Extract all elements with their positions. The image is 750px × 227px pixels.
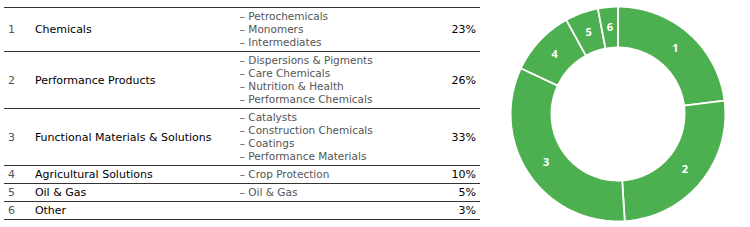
- html-text:Performance Products: Performance Products: [34, 73, 156, 87]
- html-text:5%: 5%: [458, 186, 476, 199]
- html-text:– Catalysts: – Catalysts: [239, 111, 297, 123]
- html-text:Agricultural Solutions: Agricultural Solutions: [34, 168, 153, 181]
- html-text:2: 2: [8, 73, 15, 87]
- html-text:– Dispersions & Pigments: – Dispersions & Pigments: [239, 54, 373, 66]
- svg-text:1: 1: [672, 40, 678, 55]
- svg-text:4: 4: [551, 46, 558, 61]
- html-text:4: 4: [8, 168, 15, 181]
- html-text:– Monomers: – Monomers: [239, 23, 304, 35]
- html-text:– Construction Chemicals: – Construction Chemicals: [239, 124, 373, 136]
- html-text:– Care Chemicals: – Care Chemicals: [239, 67, 331, 79]
- html-text:– Intermediates: – Intermediates: [239, 36, 322, 48]
- html-text:– Oil & Gas: – Oil & Gas: [239, 186, 298, 198]
- html-text:26%: 26%: [451, 73, 476, 87]
- html-text:23%: 23%: [451, 23, 476, 36]
- html-text:– Performance Chemicals: – Performance Chemicals: [239, 93, 373, 105]
- html-text:– Nutrition & Health: – Nutrition & Health: [239, 80, 344, 92]
- html-text:– Coatings: – Coatings: [239, 137, 295, 149]
- html-text:3%: 3%: [458, 204, 476, 217]
- html-text:1: 1: [8, 23, 15, 36]
- html-text:6: 6: [8, 204, 15, 217]
- svg-text:2: 2: [681, 161, 687, 176]
- svg-text:6: 6: [606, 19, 612, 34]
- html-text:Chemicals: Chemicals: [34, 23, 92, 36]
- html-text:Functional Materials & Solutio: Functional Materials & Solutions: [34, 130, 212, 144]
- html-text:33%: 33%: [451, 130, 476, 144]
- html-text:Oil & Gas: Oil & Gas: [34, 186, 87, 199]
- svg-text:5: 5: [585, 24, 591, 39]
- html-text:3: 3: [8, 130, 15, 144]
- svg-text:3: 3: [542, 154, 548, 169]
- html-text:5: 5: [8, 186, 15, 199]
- html-text:10%: 10%: [451, 168, 476, 181]
- html-text:– Performance Materials: – Performance Materials: [239, 150, 367, 162]
- html-text:– Crop Protection: – Crop Protection: [239, 168, 330, 180]
- html-text:Other: Other: [34, 204, 67, 217]
- html-text:– Petrochemicals: – Petrochemicals: [239, 10, 328, 22]
